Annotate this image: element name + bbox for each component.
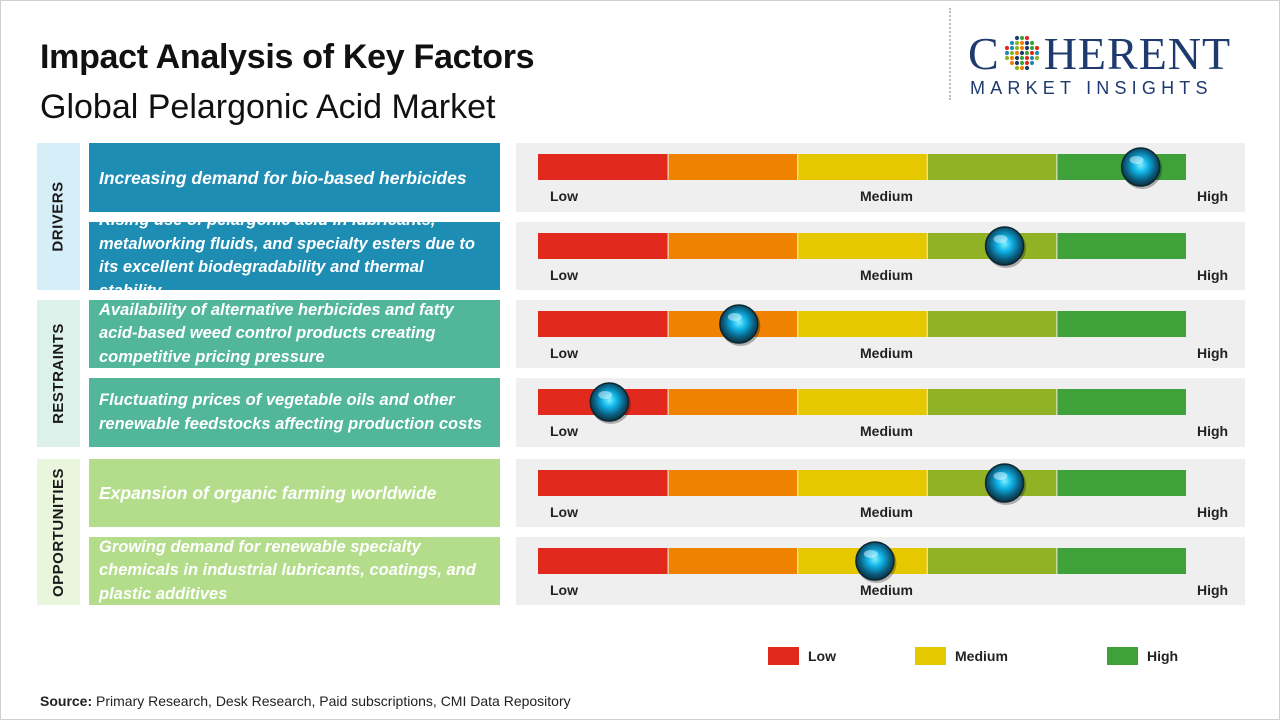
gauge-label-low: Low <box>550 188 578 204</box>
gauge-label-low: Low <box>550 267 578 283</box>
gauge-segment <box>927 389 1057 415</box>
gauge-label-high: High <box>1197 504 1229 520</box>
gauge-label-high: High <box>1197 188 1229 204</box>
gauge-marker <box>984 463 1025 503</box>
page-title: Impact Analysis of Key Factors <box>40 38 535 76</box>
legend-swatch-medium <box>915 647 946 665</box>
gauge-label-medium: Medium <box>860 423 913 439</box>
gauge-label-medium: Medium <box>860 267 913 283</box>
gauge-segment <box>1057 548 1186 574</box>
gauge-marker-highlight <box>727 313 742 321</box>
gauge-marker <box>1120 147 1161 187</box>
legend-item-low: Low <box>768 647 836 665</box>
gauge-segment <box>668 470 798 496</box>
factor-label: Expansion of organic farming worldwide <box>89 459 500 527</box>
gauge-label-medium: Medium <box>860 582 913 598</box>
impact-gauge: Low Medium High <box>516 143 1245 212</box>
gauge-label-high: High <box>1197 423 1229 439</box>
logo-tagline: MARKET INSIGHTS <box>970 78 1213 98</box>
gauge-label-high: High <box>1197 582 1229 598</box>
impact-gauge: Low Medium High <box>516 300 1245 368</box>
gauge-marker-highlight <box>598 391 613 399</box>
logo-text-left: C <box>968 27 1000 79</box>
gauge-segment <box>538 311 668 337</box>
gauge-marker <box>719 304 759 344</box>
gauge-segment <box>798 233 927 259</box>
gauge-label-low: Low <box>550 423 578 439</box>
source-label: Source: <box>40 693 93 709</box>
source-text: Primary Research, Desk Research, Paid su… <box>92 693 571 709</box>
gauge-marker-highlight <box>1129 156 1144 164</box>
gauge-label-medium: Medium <box>860 188 913 204</box>
legend-item-high: High <box>1107 647 1178 665</box>
legend-label-low: Low <box>808 648 836 664</box>
gauge-segment <box>798 154 927 180</box>
gauge-segment <box>927 548 1057 574</box>
gauge-label-low: Low <box>550 345 578 361</box>
factor-label: Increasing demand for bio-based herbicid… <box>89 143 500 212</box>
logo-text-right: HERENT <box>1043 27 1232 79</box>
gauge-segment <box>538 470 668 496</box>
gauge-segment <box>538 154 668 180</box>
category-opportunities: OPPORTUNITIES <box>37 459 80 605</box>
gauge-label-high: High <box>1197 345 1229 361</box>
gauge-segment <box>798 311 927 337</box>
gauge-marker <box>589 382 630 422</box>
gauge-segment <box>668 233 798 259</box>
gauge-marker-highlight <box>993 472 1008 480</box>
gauge-segment <box>668 389 798 415</box>
gauge-segment <box>798 389 927 415</box>
gauge-label-medium: Medium <box>860 345 913 361</box>
gauge-marker-highlight <box>863 550 878 558</box>
logo-globe-icon <box>1001 32 1043 74</box>
legend-label-medium: Medium <box>955 648 1008 664</box>
gauge-segment <box>1057 233 1186 259</box>
factor-label: Availability of alternative herbicides a… <box>89 300 500 368</box>
impact-gauge: Low Medium High <box>516 459 1245 527</box>
gauge-segment <box>927 311 1057 337</box>
gauge-segment <box>668 548 798 574</box>
factor-label: Fluctuating prices of vegetable oils and… <box>89 378 500 447</box>
gauge-segment <box>798 470 927 496</box>
gauge-segment <box>1057 470 1186 496</box>
category-label: RESTRAINTS <box>50 323 67 424</box>
factor-label: Growing demand for renewable specialty c… <box>89 537 500 605</box>
gauge-marker <box>984 226 1025 266</box>
category-label: DRIVERS <box>50 181 67 252</box>
gauge-segment <box>1057 389 1186 415</box>
gauge-label-medium: Medium <box>860 504 913 520</box>
impact-gauge: Low Medium High <box>516 222 1245 290</box>
gauge-segment <box>1057 311 1186 337</box>
impact-gauge: Low Medium High <box>516 378 1245 447</box>
gauge-segment <box>538 233 668 259</box>
legend-item-medium: Medium <box>915 647 1008 665</box>
legend-label-high: High <box>1147 648 1179 664</box>
header-divider <box>949 8 951 100</box>
impact-gauge: Low Medium High <box>516 537 1245 605</box>
coherent-logo: C HERENT MARKET INSIGHTS <box>968 28 1268 108</box>
legend-swatch-high <box>1107 647 1138 665</box>
gauge-segment <box>927 154 1057 180</box>
gauge-marker-highlight <box>993 235 1008 243</box>
category-restraints: RESTRAINTS <box>37 300 80 447</box>
legend-swatch-low <box>768 647 799 665</box>
gauge-label-low: Low <box>550 504 578 520</box>
page-subtitle: Global Pelargonic Acid Market <box>40 88 496 126</box>
source-note: Source: Primary Research, Desk Research,… <box>40 693 571 709</box>
gauge-segment <box>538 548 668 574</box>
gauge-marker <box>855 541 895 581</box>
category-drivers: DRIVERS <box>37 143 80 290</box>
gauge-label-low: Low <box>550 582 578 598</box>
factor-label: Rising use of pelargonic acid in lubrica… <box>89 211 500 300</box>
category-label: OPPORTUNITIES <box>50 467 68 597</box>
gauge-segment <box>668 154 798 180</box>
gauge-label-high: High <box>1197 267 1229 283</box>
